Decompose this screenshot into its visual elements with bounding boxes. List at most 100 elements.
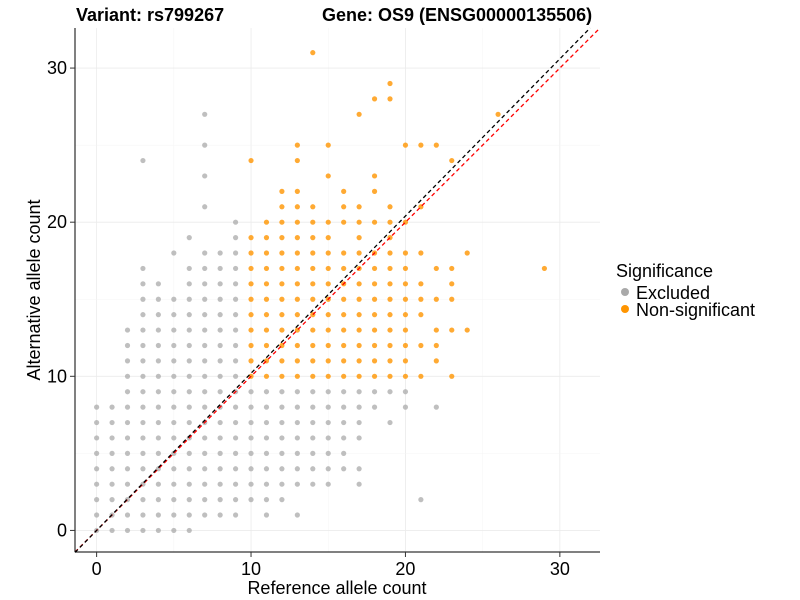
point-excluded (155, 296, 161, 302)
point-excluded (202, 342, 208, 349)
point-excluded (94, 466, 100, 472)
point-excluded (94, 450, 100, 456)
point-excluded (248, 435, 254, 441)
point-non-significant (356, 312, 362, 318)
point-excluded (124, 389, 131, 395)
point-excluded (140, 265, 146, 272)
legend-key-non-significant (621, 305, 629, 313)
point-non-significant (387, 296, 393, 302)
point-excluded (155, 419, 161, 426)
point-excluded (171, 497, 177, 503)
point-non-significant (294, 342, 300, 349)
point-non-significant (356, 219, 362, 225)
point-excluded (310, 404, 316, 410)
point-excluded (217, 497, 223, 503)
point-non-significant (310, 50, 316, 56)
point-non-significant (449, 373, 455, 379)
point-excluded (341, 435, 347, 441)
point-excluded (310, 435, 316, 441)
point-excluded (155, 373, 161, 379)
point-non-significant (449, 281, 455, 287)
point-excluded (155, 527, 161, 534)
grid-lines (75, 28, 600, 552)
point-non-significant (356, 111, 362, 117)
point-excluded (217, 250, 223, 256)
point-non-significant (387, 265, 393, 272)
point-excluded (202, 142, 208, 148)
point-excluded (217, 312, 223, 318)
axes (74, 28, 600, 553)
legend-key-excluded (621, 288, 629, 296)
point-excluded (310, 389, 316, 395)
point-non-significant (279, 235, 285, 241)
point-non-significant (449, 327, 455, 333)
point-non-significant (387, 219, 393, 225)
point-excluded (140, 404, 146, 410)
y-tick-label: 20 (47, 212, 67, 232)
point-excluded (202, 404, 208, 410)
point-excluded (202, 111, 208, 117)
point-excluded (155, 404, 161, 410)
point-excluded (202, 250, 208, 256)
point-excluded (248, 404, 254, 410)
point-non-significant (248, 358, 254, 364)
point-excluded (171, 435, 177, 441)
point-excluded (186, 481, 192, 487)
point-excluded (109, 419, 115, 426)
point-excluded (171, 481, 177, 487)
point-excluded (217, 512, 223, 518)
x-axis-title: Reference allele count (247, 578, 426, 598)
point-non-significant (341, 358, 347, 364)
point-excluded (186, 265, 192, 272)
point-non-significant (310, 342, 316, 349)
point-excluded (186, 466, 192, 472)
point-non-significant (263, 219, 270, 225)
point-excluded (140, 527, 146, 534)
point-excluded (124, 358, 131, 364)
point-non-significant (433, 358, 439, 364)
reference-line-fit (74, 27, 591, 553)
point-excluded (248, 389, 254, 395)
point-non-significant (387, 250, 393, 256)
point-excluded (94, 419, 100, 426)
point-non-significant (387, 327, 393, 333)
point-excluded (140, 312, 146, 318)
point-excluded (124, 481, 131, 487)
point-excluded (310, 450, 316, 456)
point-non-significant (341, 188, 347, 194)
point-non-significant (310, 358, 316, 364)
point-excluded (217, 265, 223, 272)
point-excluded (279, 466, 285, 472)
point-excluded (140, 450, 146, 456)
point-non-significant (279, 296, 285, 302)
point-excluded (124, 419, 131, 426)
point-non-significant (279, 373, 285, 379)
point-non-significant (248, 281, 254, 287)
point-excluded (232, 419, 239, 426)
point-excluded (155, 512, 161, 518)
point-excluded (294, 466, 300, 472)
point-non-significant (294, 296, 300, 302)
point-non-significant (263, 281, 270, 287)
point-non-significant (325, 142, 331, 148)
point-excluded (155, 435, 161, 441)
point-excluded (387, 389, 393, 395)
point-non-significant (387, 204, 393, 210)
point-excluded (310, 481, 316, 487)
point-non-significant (341, 296, 347, 302)
point-excluded (356, 419, 362, 426)
point-excluded (263, 419, 270, 426)
point-non-significant (310, 327, 316, 333)
point-excluded (202, 389, 208, 395)
point-non-significant (325, 235, 331, 241)
point-excluded (202, 466, 208, 472)
point-excluded (217, 466, 223, 472)
point-excluded (202, 204, 208, 210)
point-non-significant (402, 250, 409, 256)
x-tick-label: 10 (241, 559, 261, 579)
point-excluded (341, 419, 347, 426)
point-excluded (186, 404, 192, 410)
point-non-significant (387, 281, 393, 287)
point-excluded (155, 358, 161, 364)
point-excluded (232, 450, 239, 456)
